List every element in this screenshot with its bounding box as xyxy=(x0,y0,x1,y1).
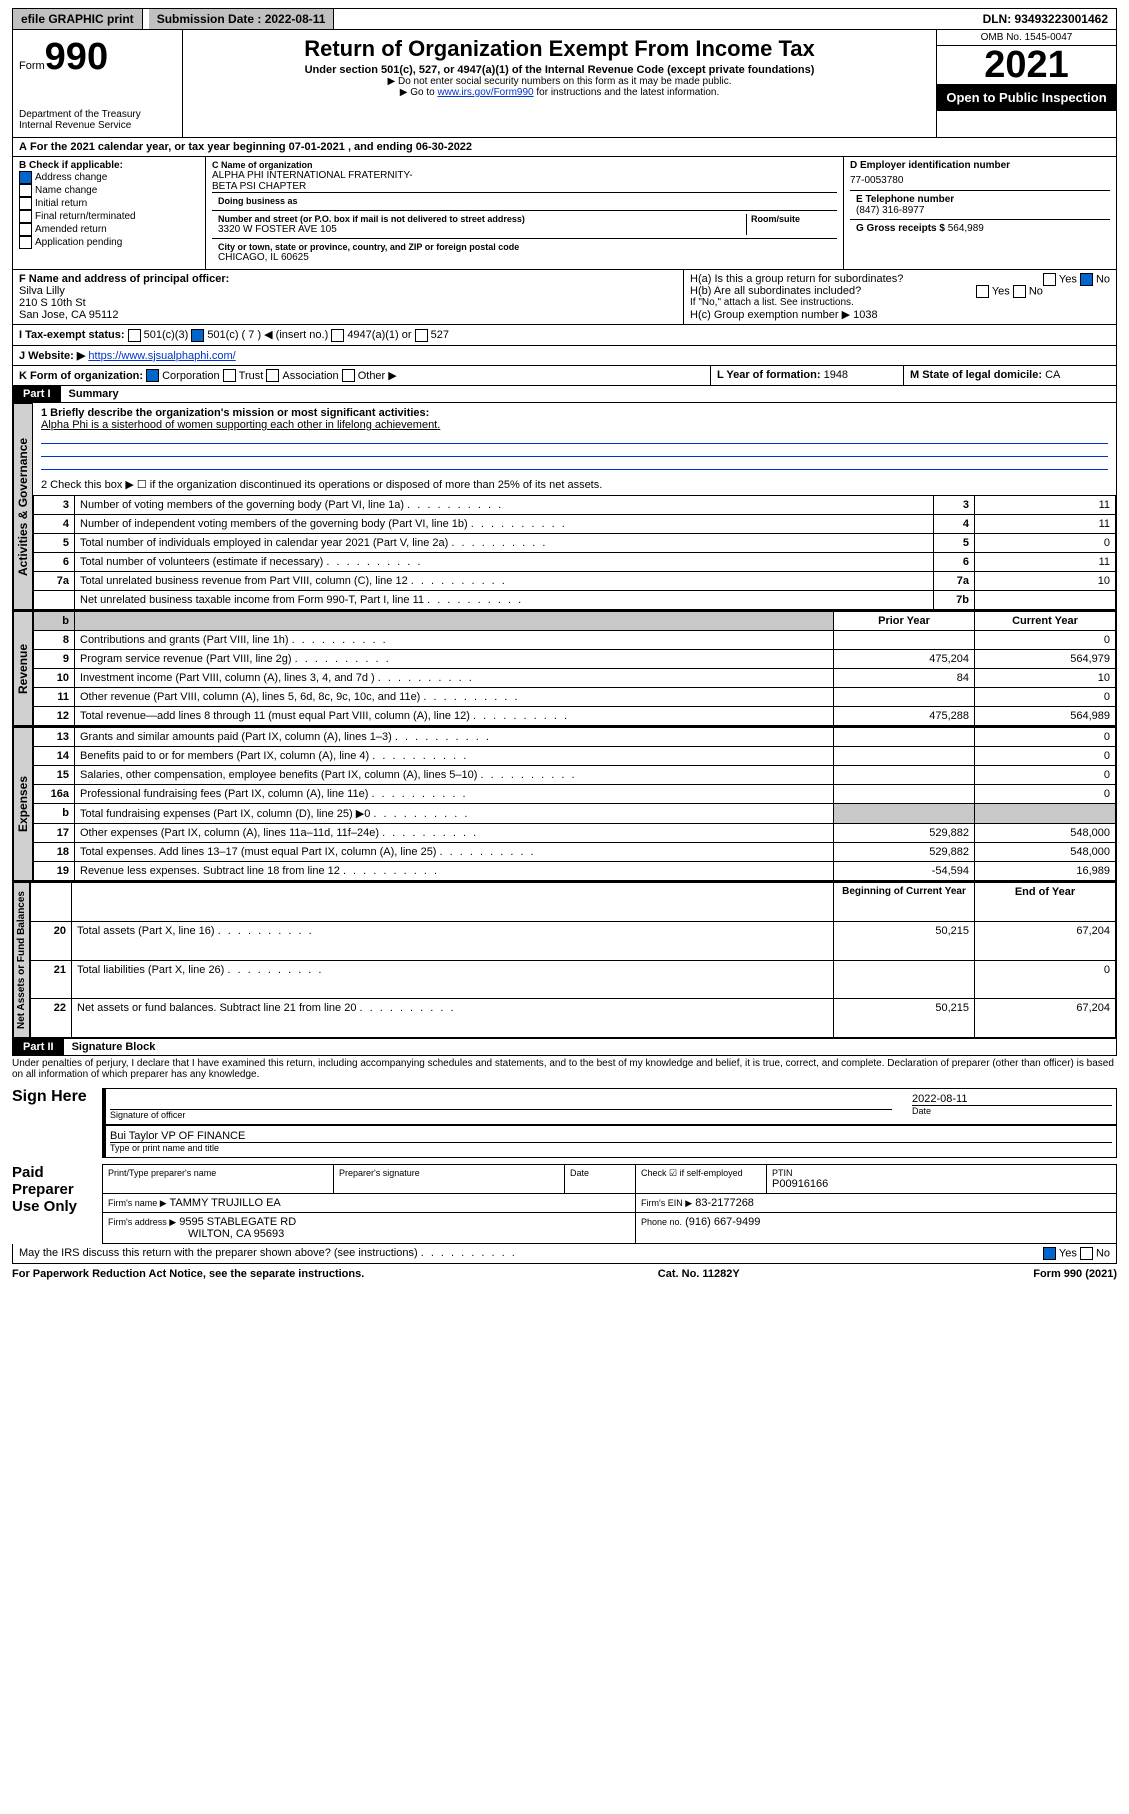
firm-addr: 9595 STABLEGATE RD xyxy=(179,1216,296,1228)
submission-date: Submission Date : 2022-08-11 xyxy=(149,9,335,29)
state-domicile: CA xyxy=(1045,369,1060,381)
form-footer: Form 990 (2021) xyxy=(1033,1268,1117,1280)
part1-title: Summary xyxy=(61,386,127,402)
org-name-box: C Name of organization ALPHA PHI INTERNA… xyxy=(206,157,844,269)
ssn-warning: ▶ Do not enter social security numbers o… xyxy=(191,76,928,87)
sig-date: 2022-08-11 xyxy=(912,1093,1112,1106)
table-row: 14Benefits paid to or for members (Part … xyxy=(34,747,1116,766)
top-bar: efile GRAPHIC print Submission Date : 20… xyxy=(12,8,1117,30)
table-row: 21Total liabilities (Part X, line 26) 0 xyxy=(31,960,1116,999)
governance-table: 3Number of voting members of the governi… xyxy=(33,495,1116,610)
table-row: 3Number of voting members of the governi… xyxy=(34,496,1116,515)
vtab-revenue: Revenue xyxy=(13,611,33,726)
ein-value: 77-0053780 xyxy=(850,171,1110,190)
website-line: J Website: ▶ https://www.sjsualphaphi.co… xyxy=(13,346,1116,365)
section-b-checkboxes: B Check if applicable: Address change Na… xyxy=(13,157,206,269)
org-city: CHICAGO, IL 60625 xyxy=(218,252,831,263)
mission-text: Alpha Phi is a sisterhood of women suppo… xyxy=(41,419,1108,431)
table-row: 22Net assets or fund balances. Subtract … xyxy=(31,999,1116,1038)
revenue-table: bPrior YearCurrent Year8Contributions an… xyxy=(33,611,1116,726)
tax-exempt-status: I Tax-exempt status: 501(c)(3) 501(c) ( … xyxy=(13,325,1116,345)
table-row: 11Other revenue (Part VIII, column (A), … xyxy=(34,688,1116,707)
website-link[interactable]: https://www.sjsualphaphi.com/ xyxy=(88,350,235,362)
part2-header: Part II xyxy=(13,1039,64,1055)
vtab-governance: Activities & Governance xyxy=(13,403,33,610)
sign-here-label: Sign Here xyxy=(12,1088,92,1158)
table-row: 12Total revenue—add lines 8 through 11 (… xyxy=(34,707,1116,726)
table-row: 7aTotal unrelated business revenue from … xyxy=(34,572,1116,591)
line2-discontinued: 2 Check this box ▶ ☐ if the organization… xyxy=(41,478,1108,491)
chk-application-pending[interactable]: Application pending xyxy=(19,236,199,249)
table-row: 10Investment income (Part VIII, column (… xyxy=(34,669,1116,688)
chk-final-return[interactable]: Final return/terminated xyxy=(19,210,199,223)
table-row: 20Total assets (Part X, line 16) 50,2156… xyxy=(31,921,1116,960)
paid-preparer-label: Paid Preparer Use Only xyxy=(12,1164,92,1244)
chk-initial-return[interactable]: Initial return xyxy=(19,197,199,210)
part2-title: Signature Block xyxy=(64,1039,164,1055)
irs-link[interactable]: www.irs.gov/Form990 xyxy=(437,87,533,98)
chk-amended[interactable]: Amended return xyxy=(19,223,199,236)
table-row: 8Contributions and grants (Part VIII, li… xyxy=(34,631,1116,650)
chk-name-change[interactable]: Name change xyxy=(19,184,199,197)
officer-box: F Name and address of principal officer:… xyxy=(13,270,684,324)
table-row: 6Total number of volunteers (estimate if… xyxy=(34,553,1116,572)
vtab-expenses: Expenses xyxy=(13,727,33,881)
ptin: P00916166 xyxy=(772,1178,1111,1190)
table-row: 18Total expenses. Add lines 13–17 (must … xyxy=(34,843,1116,862)
form-number: 990 xyxy=(45,36,108,78)
expenses-table: 13Grants and similar amounts paid (Part … xyxy=(33,727,1116,881)
year-formation: 1948 xyxy=(824,369,848,381)
form-subtitle: Under section 501(c), 527, or 4947(a)(1)… xyxy=(191,64,928,76)
form-title: Return of Organization Exempt From Incom… xyxy=(191,36,928,62)
firm-name: TAMMY TRUJILLO EA xyxy=(170,1197,281,1209)
table-row: 15Salaries, other compensation, employee… xyxy=(34,766,1116,785)
group-h-box: H(a) Is this a group return for subordin… xyxy=(684,270,1116,324)
firm-ein: 83-2177268 xyxy=(695,1197,754,1209)
tax-period-line: A For the 2021 calendar year, or tax yea… xyxy=(13,138,478,156)
table-row: Net unrelated business taxable income fr… xyxy=(34,591,1116,610)
discuss-line: May the IRS discuss this return with the… xyxy=(13,1244,1116,1263)
perjury-text: Under penalties of perjury, I declare th… xyxy=(12,1056,1117,1082)
ein-box: D Employer identification number 77-0053… xyxy=(844,157,1116,269)
table-row: 4Number of independent voting members of… xyxy=(34,515,1116,534)
goto-line: ▶ Go to www.irs.gov/Form990 for instruct… xyxy=(191,87,928,98)
part1-header: Part I xyxy=(13,386,61,402)
gross-receipts: 564,989 xyxy=(948,223,984,234)
org-street: 3320 W FOSTER AVE 105 xyxy=(218,224,746,235)
group-exemption-number: 1038 xyxy=(853,309,877,321)
open-public-inspection: Open to Public Inspection xyxy=(937,84,1116,111)
form-of-org: K Form of organization: Corporation Trus… xyxy=(13,366,711,386)
officer-name: Silva Lilly xyxy=(19,285,65,297)
form-number-box: Form990 Department of the Treasury Inter… xyxy=(13,30,183,137)
preparer-table: Print/Type preparer's name Preparer's si… xyxy=(102,1164,1117,1244)
org-name: ALPHA PHI INTERNATIONAL FRATERNITY- BETA… xyxy=(212,170,837,192)
net-assets-table: Beginning of Current YearEnd of Year20To… xyxy=(30,882,1116,1038)
cat-no: Cat. No. 11282Y xyxy=(658,1268,740,1280)
table-row: 9Program service revenue (Part VIII, lin… xyxy=(34,650,1116,669)
table-row: 17Other expenses (Part IX, column (A), l… xyxy=(34,824,1116,843)
vtab-net: Net Assets or Fund Balances xyxy=(13,882,30,1038)
chk-address-change[interactable]: Address change xyxy=(19,171,199,184)
form-prefix: Form xyxy=(19,60,45,72)
phone: (847) 316-8977 xyxy=(856,205,1104,216)
dln: DLN: 93493223001462 xyxy=(975,9,1116,29)
table-row: 13Grants and similar amounts paid (Part … xyxy=(34,728,1116,747)
dept-treasury: Department of the Treasury Internal Reve… xyxy=(19,109,176,131)
tax-year: 2021 xyxy=(937,46,1116,84)
table-row: 19Revenue less expenses. Subtract line 1… xyxy=(34,862,1116,881)
table-row: 16aProfessional fundraising fees (Part I… xyxy=(34,785,1116,804)
officer-name-title: Bui Taylor VP OF FINANCE xyxy=(110,1130,1112,1143)
paperwork-notice: For Paperwork Reduction Act Notice, see … xyxy=(12,1268,364,1280)
table-row: bTotal fundraising expenses (Part IX, co… xyxy=(34,804,1116,824)
table-row: 5Total number of individuals employed in… xyxy=(34,534,1116,553)
efile-print-button[interactable]: efile GRAPHIC print xyxy=(13,9,143,29)
firm-phone: (916) 667-9499 xyxy=(685,1216,760,1228)
